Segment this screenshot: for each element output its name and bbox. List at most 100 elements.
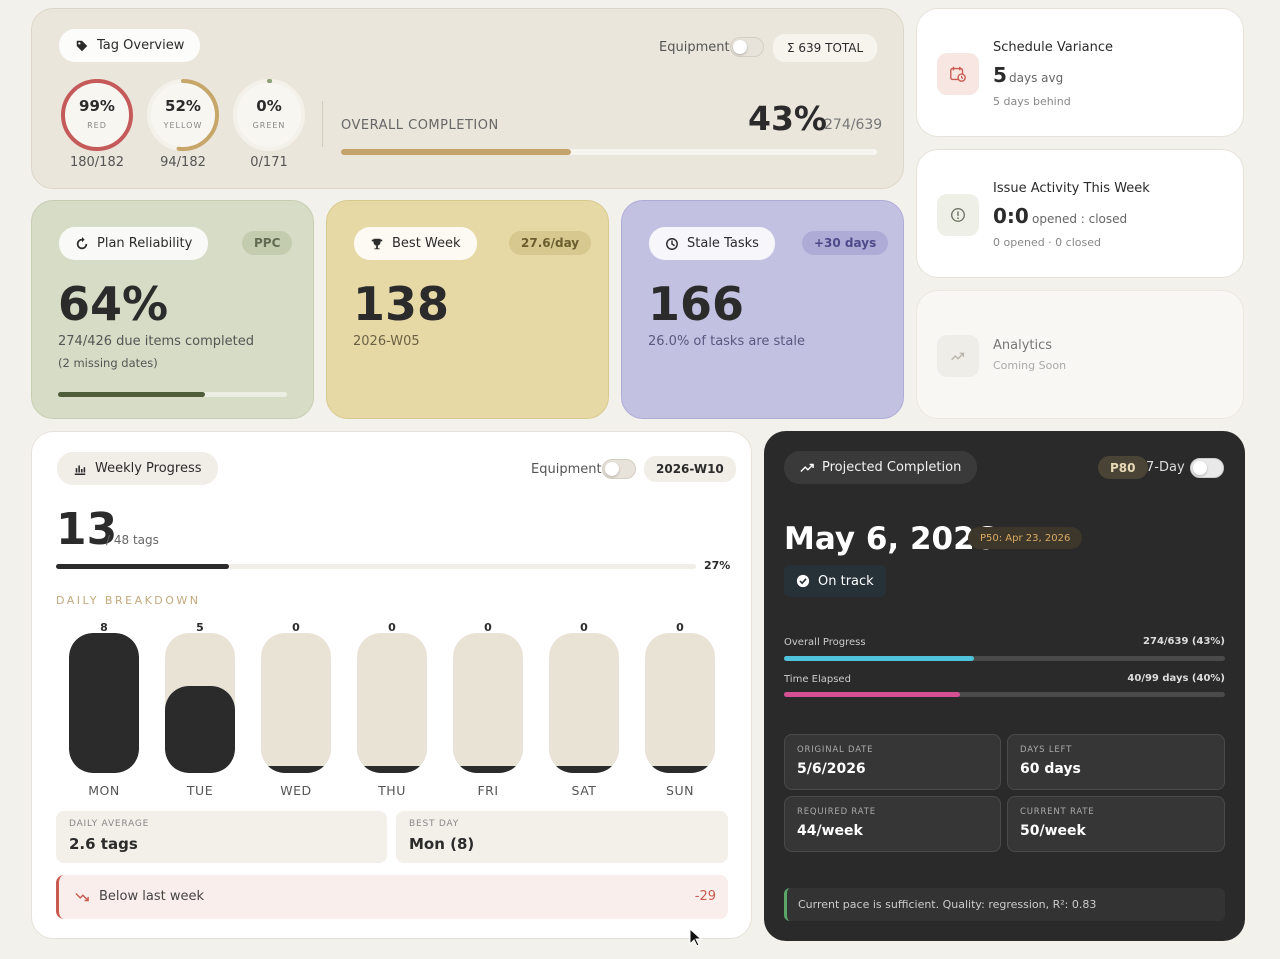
day-value-fri: 0 <box>484 621 492 634</box>
status-text: On track <box>818 573 874 589</box>
schedule-variance-card: Schedule Variance 5 days avg 5 days behi… <box>916 8 1244 137</box>
issue-activity-card: Issue Activity This Week 0:0 opened : cl… <box>916 149 1244 278</box>
red-ring-name: RED <box>87 121 107 130</box>
day-label-mon: MON <box>88 783 120 798</box>
current-rate-label: CURRENT RATE <box>1020 807 1095 817</box>
day-label-fri: FRI <box>477 783 499 798</box>
ppc-label: PPC <box>254 236 281 250</box>
day-value-wed: 0 <box>292 621 300 634</box>
green-ring <box>233 79 305 151</box>
best-week-rate-badge: 27.6/day <box>509 231 592 255</box>
issue-activity-value: 0:0 <box>993 204 1029 228</box>
seven-day-toggle[interactable] <box>1190 458 1224 478</box>
best-day-value: Mon (8) <box>409 835 475 853</box>
trend-up-icon <box>800 463 814 472</box>
best-day-label: BEST DAY <box>409 819 460 829</box>
best-week-title: Best Week <box>392 236 461 251</box>
green-ring-name: GREEN <box>252 121 286 130</box>
tag-overview-card: Tag Overview Equipment Σ 639 TOTAL 99% RE… <box>31 8 904 189</box>
daily-breakdown-chart: 8 MON 5 TUE 0 WED 0 THU 0 FRI 0 SAT 0 SUN <box>32 621 753 803</box>
best-week-sub: 2026-W05 <box>353 334 420 349</box>
day-label-tue: TUE <box>186 783 214 798</box>
days-left-label: DAYS LEFT <box>1020 745 1073 755</box>
week-label: 2026-W10 <box>656 462 724 476</box>
best-week-value: 138 <box>353 277 450 331</box>
day-bar-fill-tue <box>165 685 235 773</box>
overall-completion-fill <box>341 149 572 155</box>
p80-badge: P80 <box>1098 456 1148 479</box>
day-bar-sat <box>549 633 619 773</box>
refresh-icon <box>76 236 88 249</box>
trend-down-icon <box>75 893 89 902</box>
red-ring-pct: 99% <box>79 97 115 115</box>
day-label-wed: WED <box>280 783 312 798</box>
day-bar-base-fri <box>453 766 523 773</box>
current-rate-box: CURRENT RATE 50/week <box>1007 796 1225 852</box>
stale-tasks-value: 166 <box>648 277 745 331</box>
yellow-ring-name: YELLOW <box>163 121 203 130</box>
alert-circle-icon <box>937 194 979 236</box>
time-elapsed-label: Time Elapsed <box>784 674 851 685</box>
red-ring <box>61 79 133 151</box>
plan-reliability-note: (2 missing dates) <box>58 356 158 370</box>
trend-icon <box>937 335 979 377</box>
stale-tasks-pill: Stale Tasks <box>649 227 775 260</box>
required-rate-label: REQUIRED RATE <box>797 807 876 817</box>
best-week-card: Best Week 27.6/day 138 2026-W05 <box>326 200 609 419</box>
p50-label: P50: Apr 23, 2026 <box>980 532 1071 544</box>
green-ring-arc <box>233 79 305 151</box>
red-ring-arc <box>61 79 133 151</box>
day-bar-mon <box>69 633 139 773</box>
tag-overview-pill: Tag Overview <box>59 29 201 62</box>
plan-reliability-value: 64% <box>58 277 169 331</box>
time-elapsed-track <box>784 692 1225 697</box>
schedule-variance-title: Schedule Variance <box>993 40 1114 55</box>
overall-progress-label: Overall Progress <box>784 637 866 648</box>
weekly-of-label: / 48 tags <box>106 533 159 547</box>
equipment-toggle[interactable] <box>730 37 764 57</box>
daily-average-label: DAILY AVERAGE <box>69 819 150 829</box>
divider <box>322 101 323 147</box>
day-bar-base-sat <box>549 766 619 773</box>
plan-reliability-fill <box>58 392 205 397</box>
weekly-progress-card: Weekly Progress Equipment 2026-W10 13 / … <box>31 431 752 939</box>
stale-days: +30 days <box>814 236 877 250</box>
total-label: Σ 639 TOTAL <box>787 41 864 55</box>
weekly-equipment-toggle[interactable] <box>602 459 636 479</box>
day-bar-fri <box>453 633 523 773</box>
pace-note-text: Current pace is sufficient. Quality: reg… <box>798 898 1097 911</box>
overall-progress-value: 274/639 (43%) <box>1143 636 1225 647</box>
comparison-value: -29 <box>694 889 716 904</box>
status-badge: On track <box>784 565 886 597</box>
projected-completion-card: Projected Completion P80 7-Day May 6, 20… <box>764 431 1245 941</box>
plan-reliability-card: Plan Reliability PPC 64% 274/426 due ite… <box>31 200 314 419</box>
day-bar-thu <box>357 633 427 773</box>
time-elapsed-fill <box>784 692 961 697</box>
weekly-progress-fill <box>56 564 229 569</box>
week-badge[interactable]: 2026-W10 <box>644 456 736 482</box>
time-elapsed-value: 40/99 days (40%) <box>1127 673 1225 684</box>
weekly-pct: 27% <box>704 559 731 572</box>
trophy-icon <box>371 238 383 249</box>
best-week-rate: 27.6/day <box>521 236 580 250</box>
plan-reliability-track <box>58 392 287 397</box>
tag-overview-title: Tag Overview <box>97 38 185 53</box>
seven-day-label: 7-Day <box>1146 460 1185 475</box>
best-week-pill: Best Week <box>354 227 477 260</box>
daily-average-value: 2.6 tags <box>69 835 138 853</box>
days-left-box: DAYS LEFT 60 days <box>1007 734 1225 790</box>
weekly-progress-track <box>56 564 696 569</box>
daily-breakdown-label: DAILY BREAKDOWN <box>56 594 201 607</box>
calendar-clock-icon <box>937 53 979 95</box>
stale-tasks-sub: 26.0% of tasks are stale <box>648 334 805 349</box>
days-left-value: 60 days <box>1020 761 1081 777</box>
plan-reliability-title: Plan Reliability <box>97 236 193 251</box>
green-ring-pct: 0% <box>256 97 282 115</box>
projected-completion-pill: Projected Completion <box>784 451 978 484</box>
comparison-text: Below last week <box>99 889 204 904</box>
stale-tasks-title: Stale Tasks <box>687 236 759 251</box>
schedule-variance-unit: days avg <box>1009 71 1064 85</box>
p80-label: P80 <box>1110 460 1136 475</box>
equipment-label: Equipment <box>659 40 730 55</box>
required-rate-box: REQUIRED RATE 44/week <box>784 796 1001 852</box>
